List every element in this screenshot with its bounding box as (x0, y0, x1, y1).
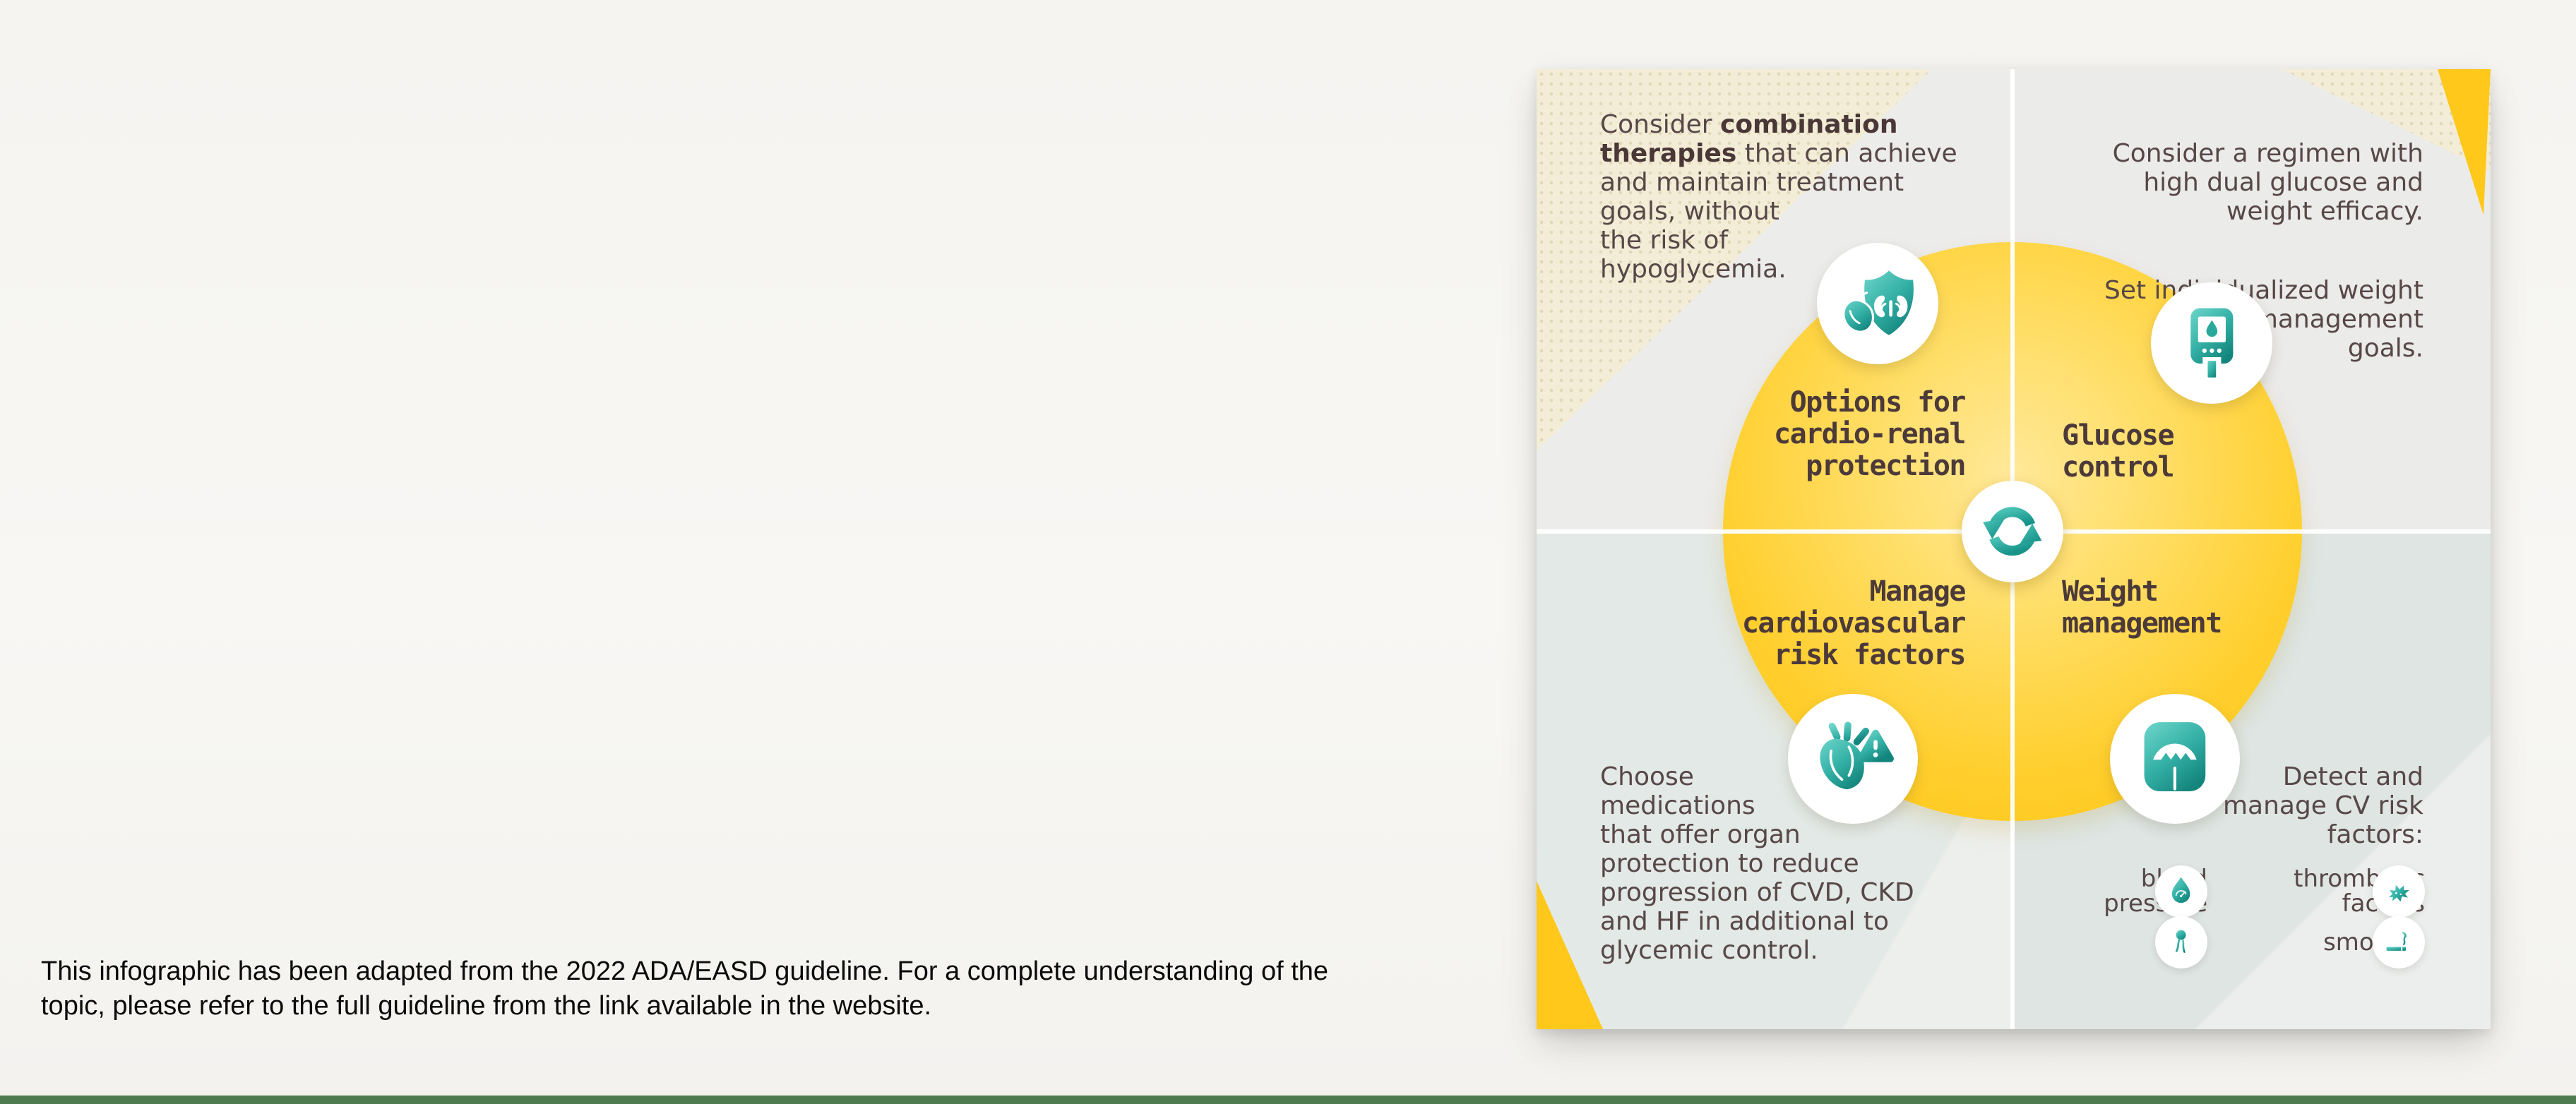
heading-detect-cv-risk: Detect and manage CV risk factors: (2222, 762, 2423, 849)
note-text: Consider a regimen with high dual glucos… (2112, 139, 2423, 226)
risk-item-blood-pressure: blood pressure (1932, 864, 2207, 919)
icon-circle-scale (2110, 694, 2240, 824)
risk-item-smoking: smoking (2165, 915, 2425, 970)
label-weight-management: Weight management (2062, 575, 2222, 640)
note-text: that can achieve and maintain treatment … (1600, 139, 1957, 284)
risk-item-thrombotic: thrombotic factors (2165, 864, 2425, 919)
label-cv-risk: Manage cardiovascular risk factors (1741, 575, 1967, 671)
icon-circle-center (1962, 481, 2063, 582)
note-cv-risk: Choose medications that offer organ prot… (1600, 762, 1914, 965)
note-cardio-renal: Consider combination therapies that can … (1600, 110, 1996, 284)
weight-scale-icon (2144, 722, 2206, 792)
refresh-cycle-icon (1983, 507, 2042, 556)
note-text: Consider (1600, 110, 1720, 139)
thrombotic-clot-icon (2389, 885, 2410, 902)
icon-circle-heart (1788, 694, 1918, 824)
blood-pressure-droplet-icon (2172, 877, 2190, 904)
heart-warning-icon (1820, 721, 1895, 790)
icon-circle-small (2373, 916, 2425, 968)
label-glucose-control: Glucose control (2062, 419, 2175, 484)
icon-circle-glucose (2151, 282, 2272, 404)
label-cardio-renal: Options for cardio-renal protection (1774, 386, 1966, 482)
note-text-bold: combination therapies (1600, 110, 1898, 168)
icon-circle-small (2373, 865, 2425, 918)
lipid-molecule-icon (2176, 930, 2186, 954)
infographic-panel: Consider combination therapies that can … (1537, 69, 2491, 1029)
cigarette-smoke-icon (2386, 932, 2407, 952)
risk-item-lipid: lipid (1932, 915, 2207, 970)
icon-circle-small (2155, 865, 2207, 918)
icon-circle-small (2155, 916, 2207, 968)
glucose-meter-icon (2190, 308, 2234, 379)
footer-green-bar (0, 1096, 2576, 1104)
icon-circle-cardio-renal (1817, 243, 1938, 364)
disclaimer-text: This infographic has been adapted from t… (41, 956, 1329, 1021)
shield-heart-kidneys-icon (1842, 270, 1914, 335)
